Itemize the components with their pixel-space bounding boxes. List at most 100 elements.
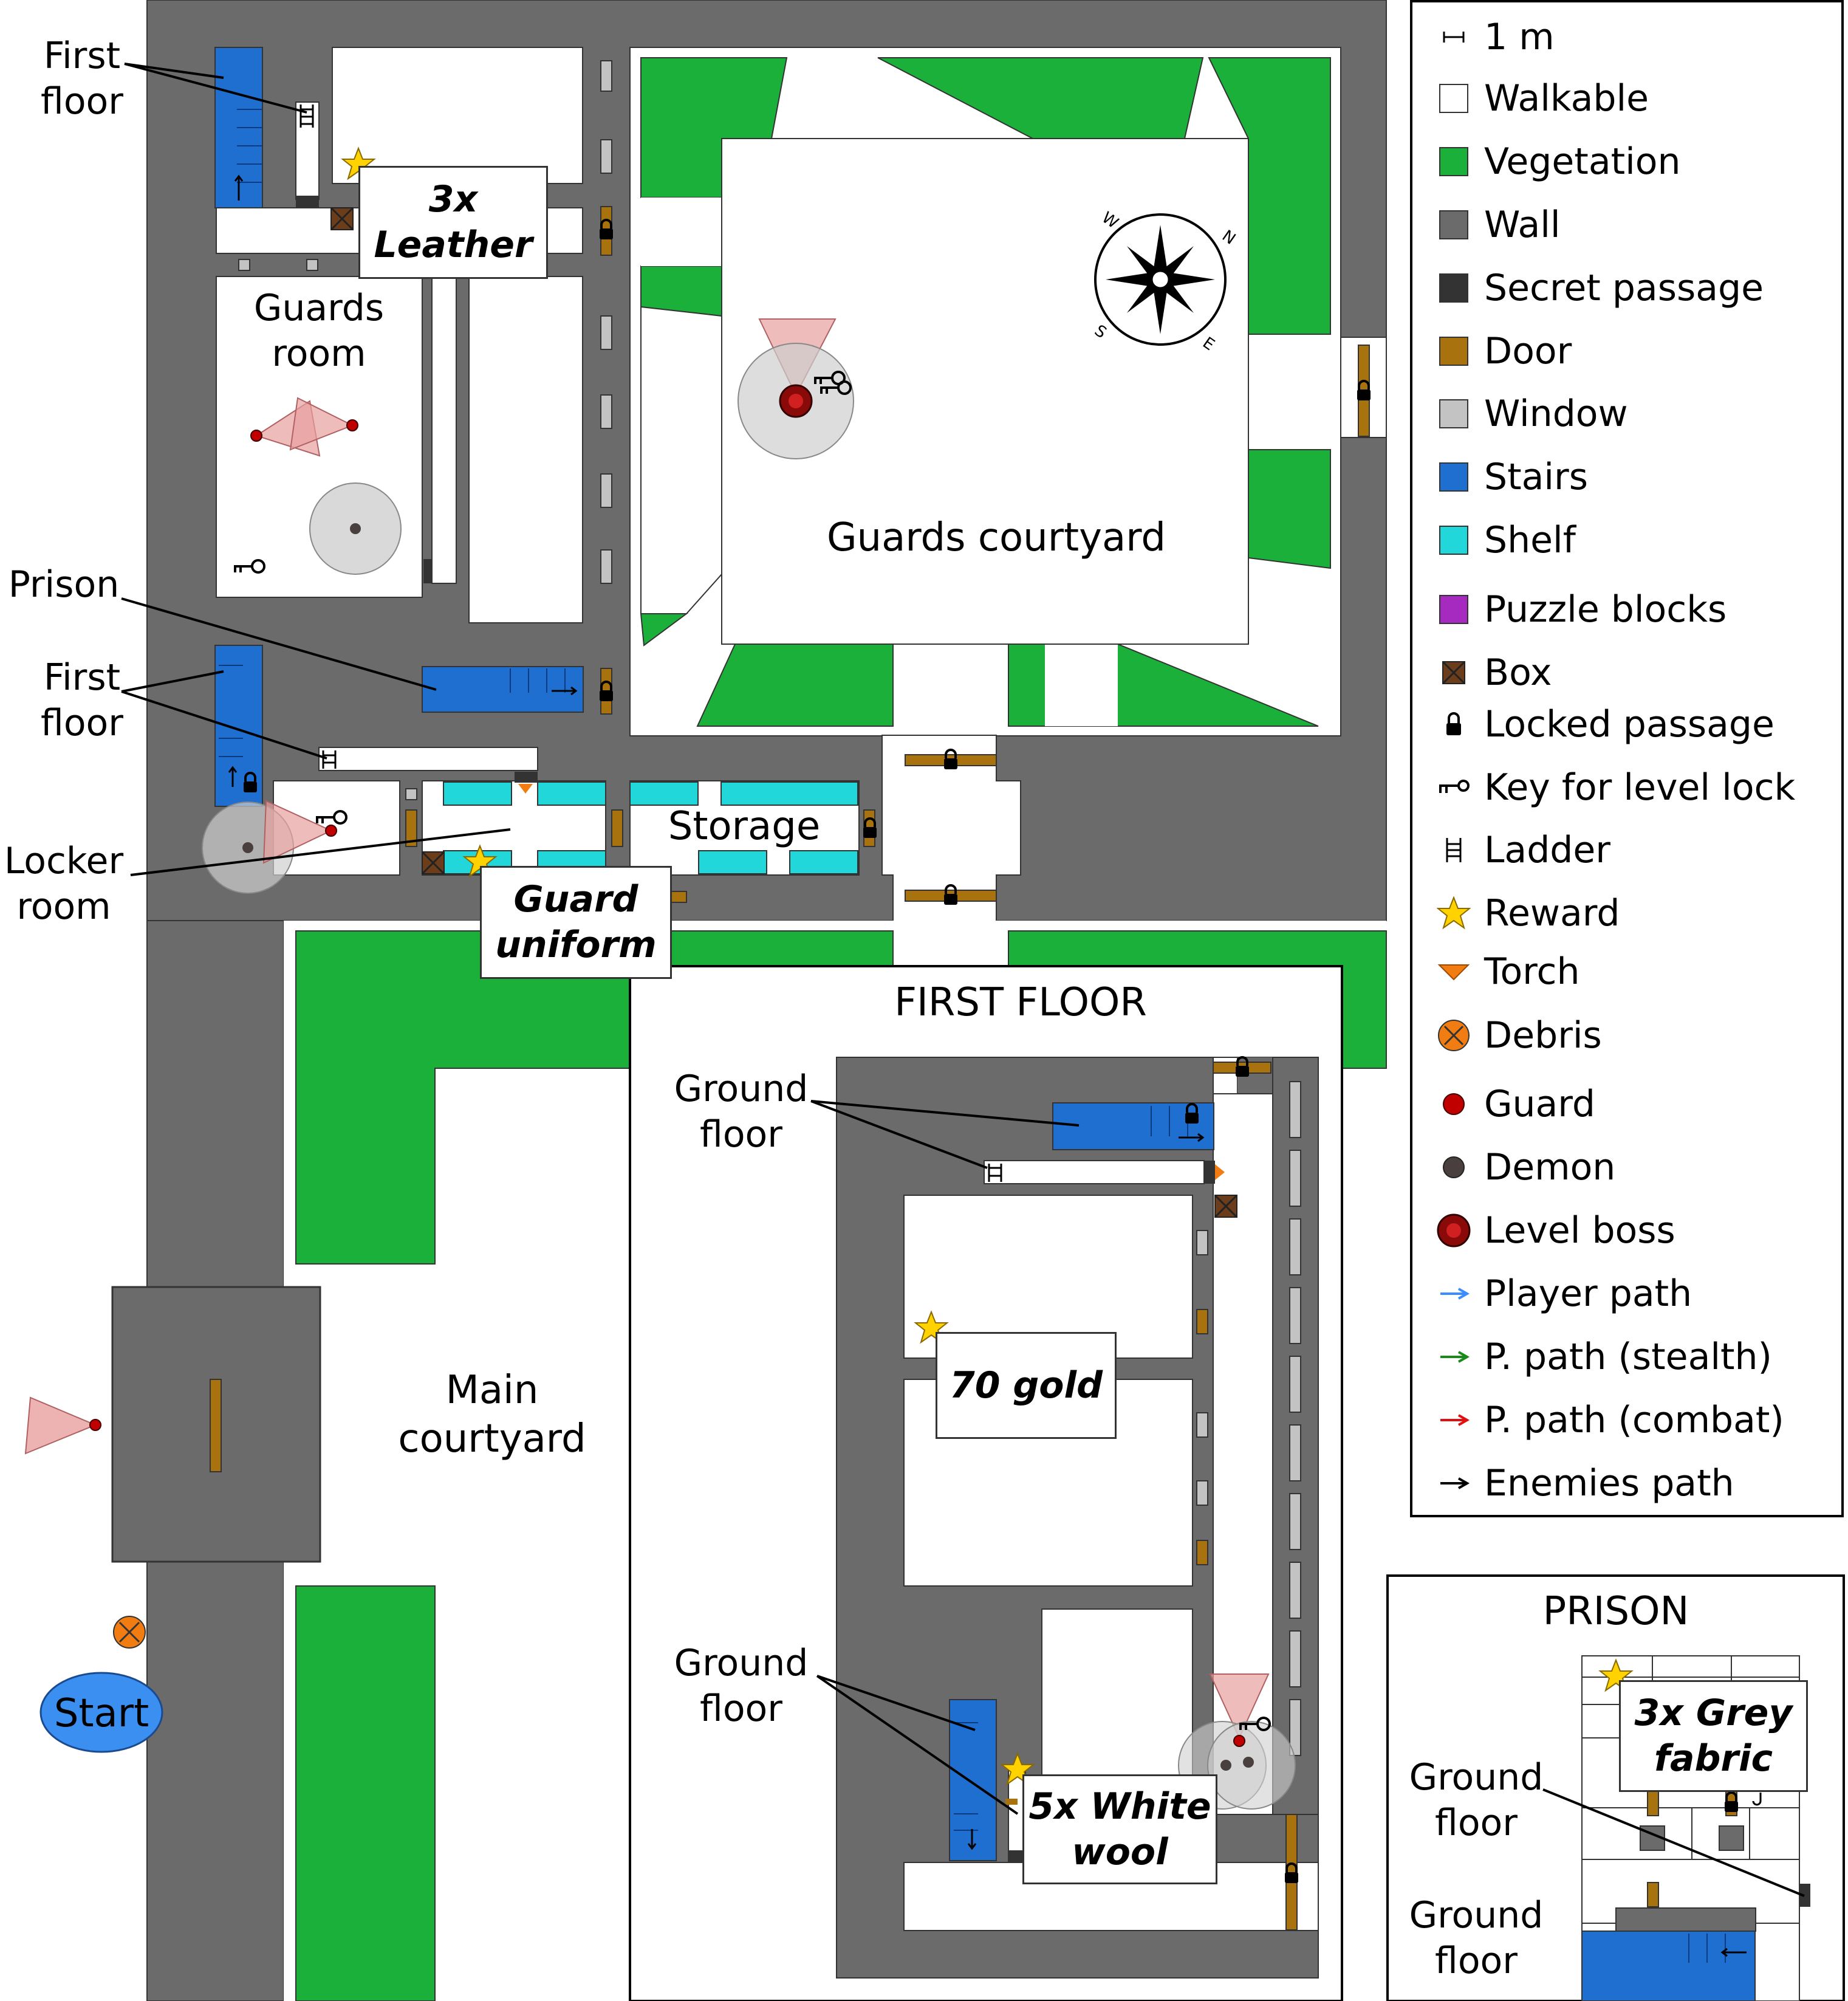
player-path-arrow-icon — [1437, 1277, 1471, 1311]
guard-icon — [346, 419, 358, 431]
legend-item: Guard — [1437, 1077, 1595, 1131]
guard-icon — [1233, 1735, 1245, 1747]
ladder-icon — [1437, 833, 1471, 867]
door-swatch — [1437, 334, 1471, 368]
legend: 1 m Walkable Vegetation Wall Secret pass… — [1410, 0, 1844, 1517]
legend-item: Player path — [1437, 1266, 1692, 1321]
puzzle-blocks-swatch — [1437, 592, 1471, 626]
stealth-path-arrow-icon — [1437, 1340, 1471, 1374]
secret-passage-swatch — [1437, 271, 1471, 305]
legend-item: P. path (combat) — [1437, 1393, 1784, 1447]
label-ground-floor-4: Ground floor — [1409, 1894, 1544, 1982]
ladder-corridor — [295, 101, 320, 200]
box-icon — [1437, 656, 1471, 690]
demon-icon — [1220, 1760, 1231, 1771]
guard-icon — [250, 430, 262, 442]
legend-label: Puzzle blocks — [1484, 588, 1727, 631]
start-marker — [39, 1672, 163, 1753]
legend-item: Torch — [1437, 944, 1580, 999]
ladder-icon — [299, 105, 314, 128]
legend-label: Player path — [1484, 1272, 1692, 1315]
legend-item: Enemies path — [1437, 1456, 1734, 1511]
legend-label: Shelf — [1484, 519, 1576, 561]
guard-icon — [325, 825, 337, 837]
legend-item: Demon — [1437, 1140, 1615, 1195]
label-ground-floor-2: Ground floor — [674, 1642, 809, 1730]
label-first-floor-mid: First floor — [41, 656, 123, 744]
legend-item: Window — [1437, 386, 1628, 441]
label-ground-floor-3: Ground floor — [1409, 1756, 1544, 1844]
legend-label: Door — [1484, 330, 1572, 372]
legend-item: Walkable — [1437, 71, 1649, 126]
demon-icon — [1243, 1757, 1254, 1768]
demon-icon — [1437, 1150, 1471, 1184]
legend-label: Locked passage — [1484, 703, 1774, 746]
ff-ladder-corridor — [984, 1160, 1205, 1184]
legend-item: Box — [1437, 645, 1552, 700]
label-guards-courtyard: Guards courtyard — [826, 515, 1166, 560]
legend-label: Enemies path — [1484, 1462, 1734, 1505]
reward-guard-uniform: Guard uniform — [480, 866, 672, 979]
legend-label: Reward — [1484, 892, 1620, 935]
reward-white-wool: 5x White wool — [1022, 1774, 1217, 1884]
legend-label: Key for level lock — [1484, 766, 1796, 809]
window-swatch — [1437, 397, 1471, 431]
demon-icon — [350, 523, 361, 534]
legend-label: Walkable — [1484, 77, 1649, 120]
enemies-path-arrow-icon — [1437, 1466, 1471, 1500]
level-boss-icon — [1437, 1213, 1471, 1248]
legend-item: Debris — [1437, 1008, 1602, 1063]
legend-label: 1 m — [1484, 16, 1555, 58]
legend-item: Puzzle blocks — [1437, 582, 1727, 637]
guard-icon — [1437, 1087, 1471, 1121]
demon-icon — [242, 842, 253, 853]
legend-label: Ladder — [1484, 829, 1610, 871]
label-storage: Storage — [668, 804, 821, 849]
reward-leather: 3x Leather — [358, 166, 548, 279]
legend-item: Reward — [1437, 886, 1620, 941]
top-room — [332, 47, 583, 184]
scale-icon — [1437, 20, 1471, 54]
legend-item: Door — [1437, 324, 1572, 379]
torch-icon — [1437, 955, 1471, 989]
ladder-corridor-mid — [318, 747, 538, 771]
legend-label: Secret passage — [1484, 267, 1764, 309]
prison-stairs — [422, 666, 584, 713]
label-ground-floor-1: Ground floor — [674, 1068, 809, 1156]
vegetation-swatch — [1437, 145, 1471, 179]
legend-item: Locked passage — [1437, 697, 1774, 752]
legend-label: Debris — [1484, 1014, 1602, 1057]
legend-label: Demon — [1484, 1146, 1616, 1189]
long-room — [468, 276, 583, 623]
legend-label: Window — [1484, 393, 1628, 435]
walkable-swatch — [1437, 81, 1471, 115]
legend-item: Key for level lock — [1437, 760, 1795, 815]
guard-icon — [89, 1419, 101, 1431]
legend-label: Torch — [1484, 950, 1580, 993]
stairs-swatch — [1437, 460, 1471, 494]
legend-label: Box — [1484, 651, 1552, 694]
reward-70-gold: 70 gold — [936, 1332, 1117, 1439]
label-prison: Prison — [8, 563, 120, 606]
label-locker-room: Locker room — [4, 840, 124, 928]
ff-room-1 — [903, 1195, 1193, 1359]
legend-item: Level boss — [1437, 1203, 1675, 1258]
legend-item: Secret passage — [1437, 261, 1764, 315]
label-first-floor-top: First floor — [41, 35, 123, 123]
wall-swatch — [1437, 208, 1471, 242]
legend-label: Guard — [1484, 1083, 1595, 1125]
legend-label: Stairs — [1484, 456, 1588, 498]
star-icon — [1437, 896, 1471, 930]
legend-item: Shelf — [1437, 513, 1576, 568]
label-start: Start — [53, 1691, 149, 1736]
label-first-floor-panel: FIRST FLOOR — [894, 980, 1147, 1025]
prison-stairs-panel — [1581, 1931, 1756, 2001]
legend-label: P. path (stealth) — [1484, 1336, 1772, 1378]
label-prison-panel: PRISON — [1542, 1589, 1689, 1634]
label-guards-room: Guards room — [253, 287, 385, 375]
legend-label: Vegetation — [1484, 140, 1681, 183]
legend-label: P. path (combat) — [1484, 1399, 1784, 1441]
legend-item: 1 m — [1437, 10, 1555, 64]
shelf-swatch — [1437, 523, 1471, 557]
